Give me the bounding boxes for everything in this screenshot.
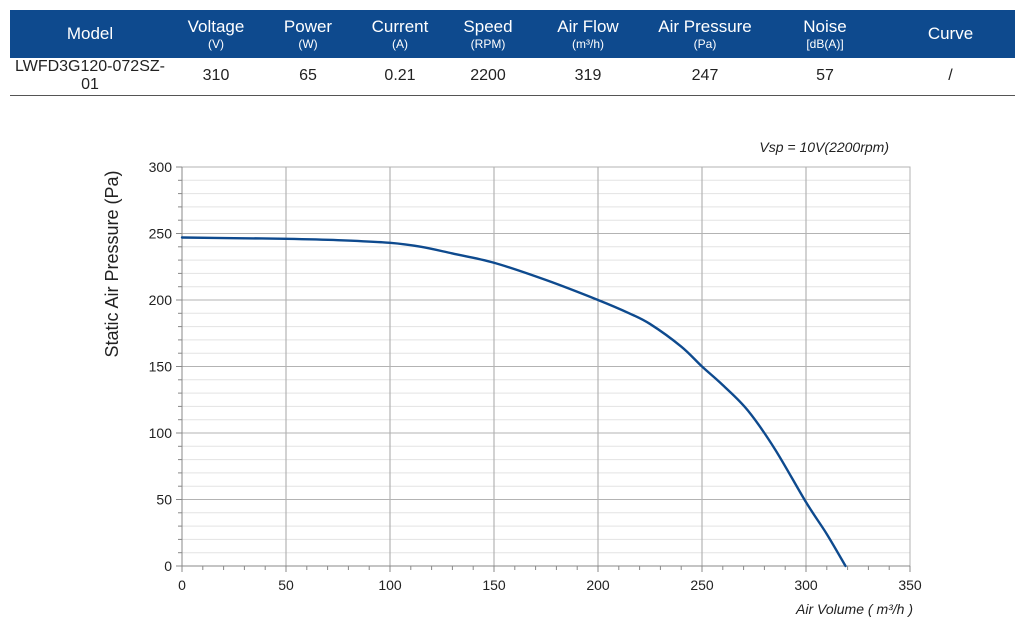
axis-lines xyxy=(181,167,910,567)
x-tick-label: 50 xyxy=(278,577,294,593)
curve-point xyxy=(680,345,682,347)
curve-point xyxy=(597,299,599,301)
y-tick-label: 150 xyxy=(149,359,173,375)
cell-model: LWFD3G120-072SZ-01 xyxy=(15,58,165,94)
y-tick-label: 200 xyxy=(149,292,173,308)
header-noise: Noise [dB(A)] xyxy=(803,16,847,51)
y-tick-label: 50 xyxy=(156,492,172,508)
cell-curve: / xyxy=(948,67,953,85)
header-model: Model xyxy=(66,24,114,44)
major-grid xyxy=(182,167,910,566)
curve-point xyxy=(285,238,287,240)
spec-table-row: LWFD3G120-072SZ-01 310 65 0.21 2200 319 … xyxy=(10,58,1015,95)
curve-point xyxy=(747,409,749,411)
x-axis-title: Air Volume ( m³/h ) xyxy=(795,601,913,617)
curve-annotation: Vsp = 10V(2200rpm) xyxy=(759,139,889,155)
curve-point xyxy=(805,501,807,503)
y-tick-label: 100 xyxy=(149,425,173,441)
spec-table: Model Voltage (V) Power (W) Current (A) Spe… xyxy=(10,10,1015,96)
curve-point xyxy=(701,365,703,367)
cell-noise: 57 xyxy=(816,67,834,85)
curve-points xyxy=(181,236,847,567)
y-tick-label: 250 xyxy=(149,226,173,242)
curve-point xyxy=(649,323,651,325)
curve-point xyxy=(493,262,495,264)
x-tick-labels: 0 50 100 150 200 250 300 350 xyxy=(178,577,922,593)
header-air-flow: Air Flow (m³/h) xyxy=(557,16,619,51)
curve-point xyxy=(389,242,391,244)
cell-power: 65 xyxy=(299,67,317,85)
header-current: Current (A) xyxy=(371,16,429,51)
curve-point xyxy=(722,384,724,386)
x-tick-label: 150 xyxy=(482,577,506,593)
curve-point xyxy=(233,237,235,239)
header-speed: Speed (RPM) xyxy=(463,16,513,51)
curve-point xyxy=(545,279,547,281)
minor-ticks xyxy=(176,166,911,572)
spec-table-header-row: Model Voltage (V) Power (W) Current (A) Spe… xyxy=(10,10,1015,58)
curve-point xyxy=(337,239,339,241)
x-tick-label: 250 xyxy=(690,577,714,593)
cell-air-flow: 319 xyxy=(574,67,602,85)
cell-voltage: 310 xyxy=(202,67,230,85)
curve-point xyxy=(844,565,846,567)
header-voltage: Voltage (V) xyxy=(187,16,245,51)
x-tick-label: 0 xyxy=(178,577,186,593)
curve-point xyxy=(774,448,776,450)
header-curve: Curve xyxy=(927,24,974,44)
y-axis-title: Static Air Pressure (Pa) xyxy=(102,170,122,357)
header-power: Power (W) xyxy=(283,16,333,51)
minor-grid xyxy=(182,179,910,554)
curve-point xyxy=(628,312,630,314)
header-air-pressure: Air Pressure (Pa) xyxy=(658,16,752,51)
y-tick-label: 300 xyxy=(149,159,173,175)
cell-speed: 2200 xyxy=(470,67,506,85)
curve-point xyxy=(826,533,828,535)
curve-point xyxy=(420,246,422,248)
y-tick-label: 0 xyxy=(164,558,172,574)
cell-current: 0.21 xyxy=(384,67,416,85)
x-tick-label: 300 xyxy=(794,577,818,593)
curve-point xyxy=(451,252,453,254)
cell-air-pressure: 247 xyxy=(691,67,719,85)
x-tick-label: 200 xyxy=(586,577,610,593)
x-tick-label: 350 xyxy=(898,577,922,593)
y-tick-labels: 0 50 100 150 200 250 300 xyxy=(149,159,173,574)
x-tick-label: 100 xyxy=(378,577,402,593)
pressure-curve-line xyxy=(180,236,847,568)
curve-point xyxy=(181,236,183,238)
